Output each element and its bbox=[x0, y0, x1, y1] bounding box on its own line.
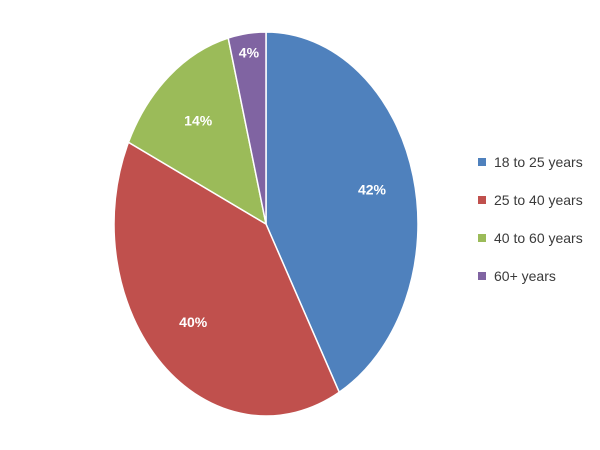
pie-slice-60-plus bbox=[227, 31, 267, 225]
pie-slice-18-to-25 bbox=[265, 31, 419, 394]
legend-label-60-plus: 60+ years bbox=[494, 268, 556, 284]
legend-item-60-plus: 60+ years bbox=[478, 266, 598, 286]
pie-slice-40-to-60 bbox=[127, 37, 268, 226]
pie-data-labels: 42% 40% 14% 4% bbox=[179, 45, 386, 330]
legend-label-18-to-25: 18 to 25 years bbox=[494, 154, 583, 170]
legend-swatch-18-to-25 bbox=[478, 158, 486, 166]
data-label-40-to-60: 14% bbox=[184, 112, 213, 128]
pie-slices bbox=[113, 31, 419, 417]
legend-label-25-to-40: 25 to 40 years bbox=[494, 192, 583, 208]
legend-swatch-40-to-60 bbox=[478, 234, 486, 242]
data-label-25-to-40: 40% bbox=[179, 314, 208, 330]
legend-item-40-to-60: 40 to 60 years bbox=[478, 228, 598, 248]
legend-item-25-to-40: 25 to 40 years bbox=[478, 190, 598, 210]
legend-item-18-to-25: 18 to 25 years bbox=[478, 152, 598, 172]
legend: 18 to 25 years 25 to 40 years 40 to 60 y… bbox=[478, 152, 598, 304]
data-label-18-to-25: 42% bbox=[358, 182, 387, 198]
legend-swatch-25-to-40 bbox=[478, 196, 486, 204]
legend-label-40-to-60: 40 to 60 years bbox=[494, 230, 583, 246]
data-label-60-plus: 4% bbox=[239, 45, 260, 61]
pie-slice-25-to-40 bbox=[113, 141, 341, 417]
legend-swatch-60-plus bbox=[478, 272, 486, 280]
